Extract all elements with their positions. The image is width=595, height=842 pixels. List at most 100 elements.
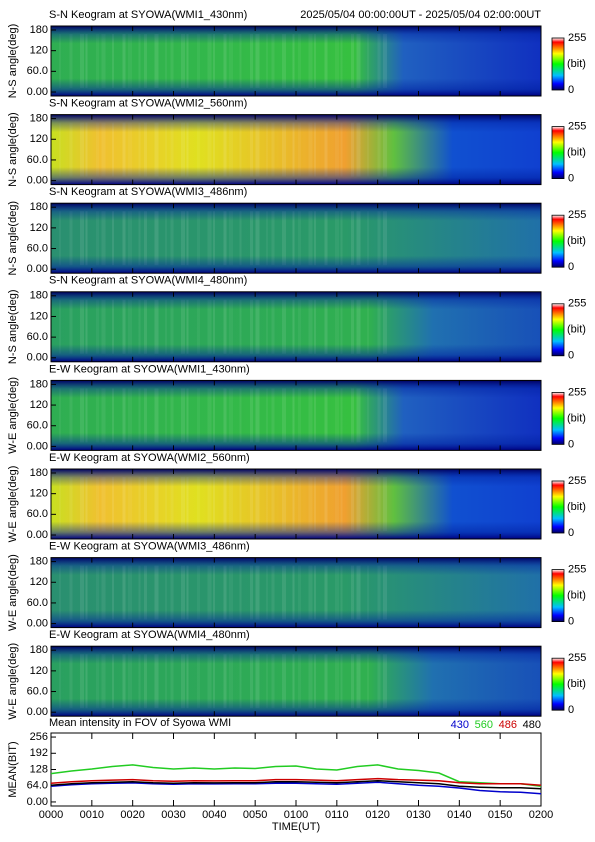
colorbar <box>551 37 565 91</box>
y-tick-label: 0.00 <box>27 618 48 630</box>
x-tick-label: 0020 <box>120 809 144 821</box>
y-tick-label: 0.00 <box>27 440 48 452</box>
y-tick-label: 0.00 <box>27 263 48 275</box>
x-tick-label: 0000 <box>39 809 63 821</box>
y-tick-label: 120 <box>30 665 48 677</box>
colorbar <box>551 303 565 357</box>
colorbar-tick-label: 255 <box>568 32 586 44</box>
colorbar-label: (bit) <box>567 58 586 70</box>
panel-title: S-N Keogram at SYOWA(WMI1_430nm) <box>49 9 247 21</box>
x-axis-label: TIME(UT) <box>272 821 320 833</box>
x-tick-label: 0100 <box>284 809 308 821</box>
colorbar-tick-label: 0 <box>568 350 574 362</box>
y-tick-label: 120 <box>30 399 48 411</box>
y-tick-label: 60.0 <box>27 65 48 77</box>
colorbar-label: (bit) <box>567 324 586 336</box>
colorbar <box>551 569 565 622</box>
x-tick-label: 0050 <box>243 809 267 821</box>
panel-title: S-N Keogram at SYOWA(WMI4_480nm) <box>49 275 247 287</box>
colorbar-tick-label: 255 <box>568 298 586 310</box>
keogram-edge <box>51 291 541 362</box>
y-tick-label: 0.00 <box>27 796 48 808</box>
panel-title: E-W Keogram at SYOWA(WMI3_486nm) <box>49 541 250 553</box>
panel-title: E-W Keogram at SYOWA(WMI2_560nm) <box>49 452 250 464</box>
y-axis-label: W-E angle(deg) <box>7 554 19 631</box>
colorbar-tick-label: 0 <box>568 527 574 539</box>
legend-entry: 480 <box>523 719 541 731</box>
colorbar-label: (bit) <box>567 678 586 690</box>
legend-entry: 486 <box>499 719 517 731</box>
colorbar-tick-label: 255 <box>568 475 586 487</box>
panel-title: S-N Keogram at SYOWA(WMI3_486nm) <box>49 186 247 198</box>
y-tick-label: 120 <box>30 222 48 234</box>
y-tick-label: 180 <box>30 556 48 568</box>
y-tick-label: 120 <box>30 576 48 588</box>
y-tick-label: 0.00 <box>27 352 48 364</box>
panel-title: S-N Keogram at SYOWA(WMI2_560nm) <box>49 98 247 110</box>
x-tick-label: 0120 <box>365 809 389 821</box>
colorbar-tick-label: 255 <box>568 209 586 221</box>
y-tick-label: 120 <box>30 310 48 322</box>
y-axis-label: W-E angle(deg) <box>7 377 19 454</box>
y-tick-label: 0.00 <box>27 706 48 718</box>
y-axis-label: N-S angle(deg) <box>7 290 19 365</box>
y-tick-label: 256 <box>30 731 48 743</box>
colorbar-label: (bit) <box>567 590 586 602</box>
y-tick-label: 60.0 <box>27 597 48 609</box>
colorbar-tick-label: 255 <box>568 386 586 398</box>
time-range: 2025/05/04 00:00:00UT - 2025/05/04 02:00… <box>300 9 541 21</box>
y-tick-label: 64.0 <box>27 780 48 792</box>
y-tick-label: 180 <box>30 201 48 213</box>
y-tick-label: 0.00 <box>27 86 48 98</box>
keogram-edge <box>51 203 541 274</box>
keogram-edge <box>51 557 541 628</box>
x-tick-label: 0030 <box>161 809 185 821</box>
colorbar-tick-label: 255 <box>568 564 586 576</box>
keogram-edge <box>51 380 541 451</box>
series-line <box>50 781 542 795</box>
colorbar-tick-label: 255 <box>568 652 586 664</box>
y-tick-label: 180 <box>30 378 48 390</box>
x-tick-label: 0200 <box>529 809 553 821</box>
colorbar <box>551 391 565 445</box>
colorbar-label: (bit) <box>567 501 586 513</box>
x-tick-label: 0140 <box>447 809 471 821</box>
y-tick-label: 180 <box>30 24 48 36</box>
colorbar-tick-label: 0 <box>568 704 574 716</box>
colorbar-tick-label: 0 <box>568 438 574 450</box>
y-tick-label: 120 <box>30 133 48 145</box>
y-tick-label: 60.0 <box>27 685 48 697</box>
keogram-edge <box>51 646 541 717</box>
y-tick-label: 60.0 <box>27 508 48 520</box>
colorbar <box>551 480 565 534</box>
keogram-edge <box>51 469 541 539</box>
series-line <box>50 764 542 787</box>
chart-title: Mean intensity in FOV of Syowa WMI <box>49 717 231 729</box>
y-tick-label: 128 <box>30 763 48 775</box>
y-axis-label: N-S angle(deg) <box>7 201 19 276</box>
colorbar-tick-label: 255 <box>568 121 586 133</box>
x-tick-label: 0010 <box>80 809 104 821</box>
plot-frame <box>50 732 542 807</box>
y-tick-label: 60.0 <box>27 331 48 343</box>
y-tick-label: 180 <box>30 644 48 656</box>
colorbar-tick-label: 0 <box>568 616 574 628</box>
y-tick-label: 180 <box>30 290 48 302</box>
colorbar-label: (bit) <box>567 235 586 247</box>
y-axis-label: N-S angle(deg) <box>7 24 19 99</box>
series-line <box>50 779 542 790</box>
legend-entry: 430 <box>451 719 469 731</box>
y-axis-label: MEAN(BIT) <box>7 741 19 797</box>
colorbar <box>551 657 565 711</box>
keogram-edge <box>51 114 541 185</box>
y-axis-label: W-E angle(deg) <box>7 466 19 543</box>
colorbar-tick-label: 0 <box>568 261 574 273</box>
legend-entry: 560 <box>475 719 493 731</box>
y-tick-label: 60.0 <box>27 242 48 254</box>
colorbar <box>551 126 565 179</box>
y-tick-label: 60.0 <box>27 154 48 166</box>
series-line <box>50 777 542 786</box>
x-tick-label: 0040 <box>202 809 226 821</box>
y-tick-label: 120 <box>30 488 48 500</box>
